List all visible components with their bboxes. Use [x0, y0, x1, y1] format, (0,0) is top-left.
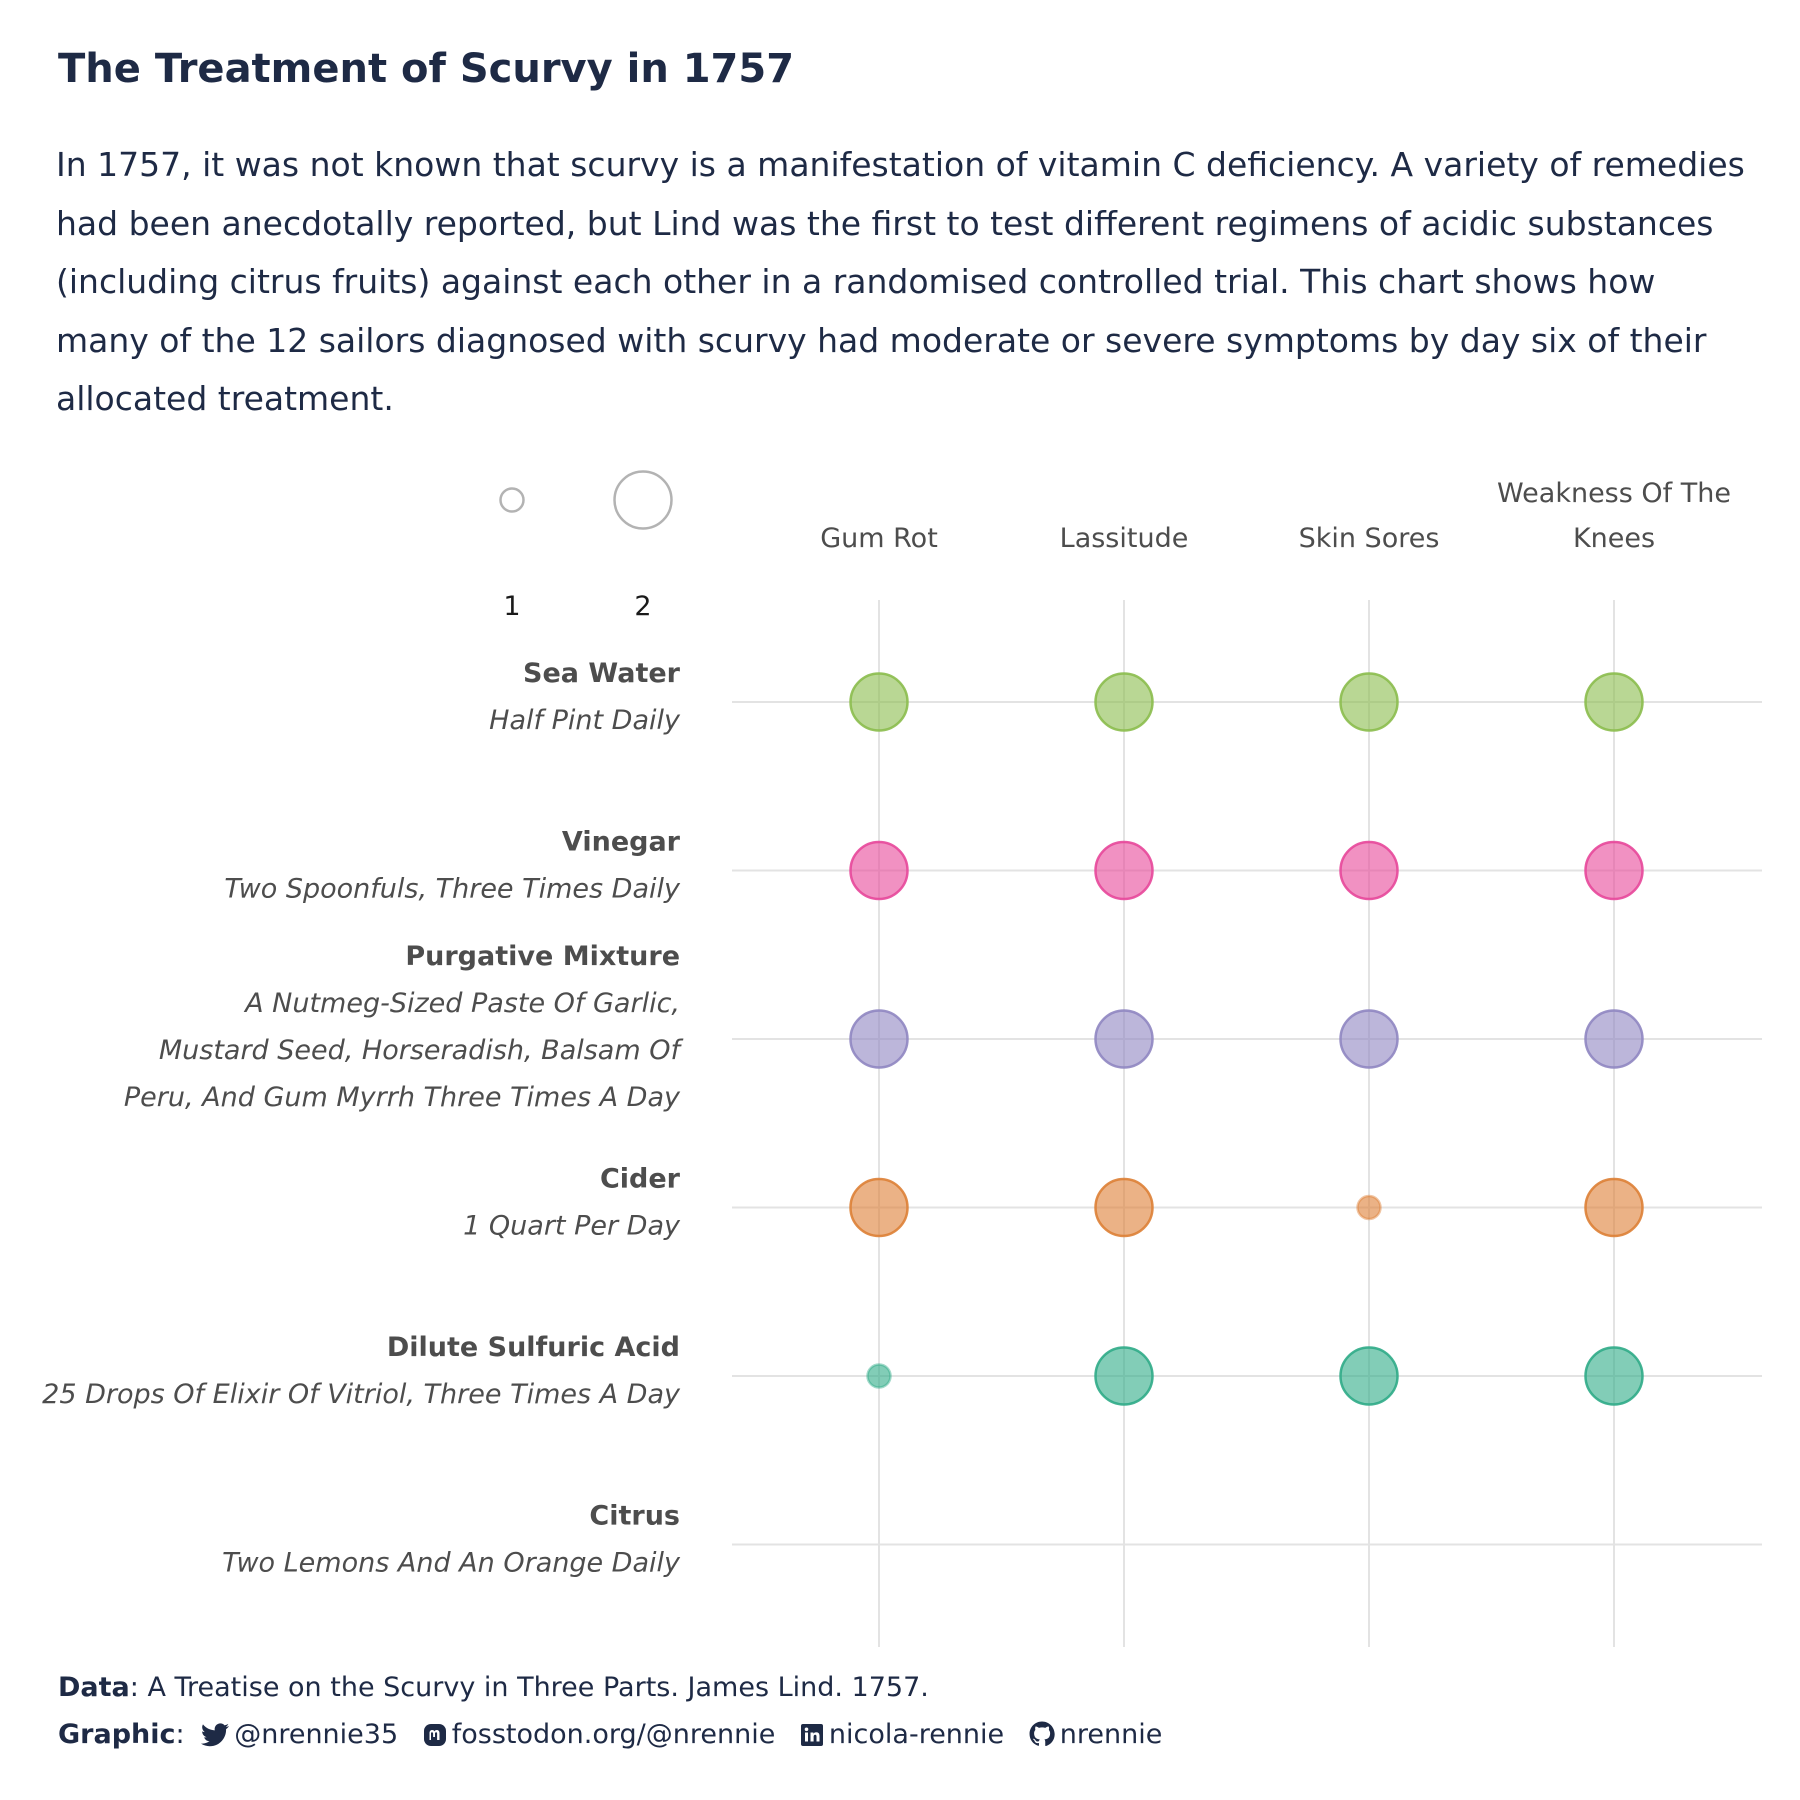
page-subtitle: In 1757, it was not known that scurvy is…	[56, 145, 1745, 418]
symptom-label-lassitude: Lassitude	[1060, 523, 1189, 554]
legend-label-2: 2	[634, 591, 651, 622]
point-sea-water-skin-sores	[1339, 672, 1399, 732]
legend-label-1: 1	[503, 591, 520, 622]
point-cider-skin-sores	[1356, 1194, 1382, 1221]
data-points	[849, 672, 1644, 1406]
github-icon	[1029, 1721, 1055, 1754]
point-cider-weakness-of-the-knees	[1584, 1177, 1644, 1238]
point-cider-gum-rot	[849, 1177, 909, 1238]
treatment-labels: Sea Water Half Pint Daily Vinegar Two Spoon…	[42, 658, 683, 1579]
point-sea-water-weakness-of-the-knees	[1584, 672, 1644, 732]
legend-circle-1	[499, 487, 525, 513]
treatment-name-purgative-mixture: Purgative Mixture	[405, 941, 680, 972]
point-dilute-sulfuric-acid-lassitude	[1094, 1346, 1154, 1406]
symptom-labels: Gum Rot Lassitude Skin Sores Weakness Of Th…	[820, 478, 1731, 554]
data-caption-text: : A Treatise on the Scurvy in Three Part…	[129, 1672, 929, 1703]
treatment-dose-vinegar: Two Spoonfuls, Three Times Daily	[224, 874, 681, 905]
treatment-name-dilute-sulfuric-acid: Dilute Sulfuric Acid	[387, 1332, 680, 1363]
point-purgative-mixture-weakness-of-the-knees	[1584, 1009, 1644, 1069]
page-title: The Treatment of Scurvy in 1757	[58, 46, 795, 92]
treatment-dose-purgative-mixture-line-2: Mustard Seed, Horseradish, Balsam Of	[159, 1035, 684, 1066]
treatment-name-cider: Cider	[600, 1164, 681, 1195]
point-vinegar-lassitude	[1094, 840, 1154, 901]
linkedin-handle[interactable]: nicola-rennie	[828, 1719, 1005, 1750]
treatment-name-sea-water: Sea Water	[523, 658, 681, 689]
point-purgative-mixture-skin-sores	[1339, 1009, 1399, 1069]
symptom-label-gum-rot: Gum Rot	[820, 523, 938, 554]
symptom-label-weakness-of-the-knees-line-1: Weakness Of The	[1497, 478, 1731, 509]
point-dilute-sulfuric-acid-skin-sores	[1339, 1346, 1399, 1406]
treatment-dose-citrus: Two Lemons And An Orange Daily	[222, 1548, 681, 1579]
grid-lines	[732, 600, 1762, 1647]
treatment-name-citrus: Citrus	[589, 1501, 680, 1532]
treatment-dose-sea-water: Half Pint Daily	[489, 705, 681, 736]
point-dilute-sulfuric-acid-weakness-of-the-knees	[1584, 1346, 1644, 1406]
treatment-dose-cider: 1 Quart Per Day	[463, 1211, 681, 1242]
github-handle[interactable]: nrennie	[1059, 1719, 1163, 1750]
point-sea-water-lassitude	[1094, 672, 1154, 732]
graphic-caption-label: Graphic	[58, 1719, 176, 1750]
point-purgative-mixture-gum-rot	[849, 1009, 909, 1069]
treatment-dose-dilute-sulfuric-acid: 25 Drops Of Elixir Of Vitriol, Three Tim…	[42, 1379, 681, 1410]
treatment-dose-purgative-mixture-line-3: Peru, And Gum Myrrh Three Times A Day	[124, 1082, 681, 1113]
point-purgative-mixture-lassitude	[1094, 1009, 1154, 1069]
point-vinegar-weakness-of-the-knees	[1584, 840, 1644, 901]
symptom-label-skin-sores: Skin Sores	[1299, 523, 1440, 554]
point-vinegar-gum-rot	[849, 840, 909, 901]
graphic-caption: Graphic: @nrennie35 fosstodon.org/@nrenn…	[58, 1719, 1162, 1754]
treatment-name-vinegar: Vinegar	[562, 827, 681, 858]
point-sea-water-gum-rot	[849, 672, 909, 732]
mastodon-handle[interactable]: fosstodon.org/@nrennie	[451, 1719, 776, 1750]
symptom-label-weakness-of-the-knees-line-2: Knees	[1573, 523, 1655, 554]
point-cider-lassitude	[1094, 1177, 1154, 1238]
linkedin-icon	[800, 1723, 824, 1754]
mastodon-icon	[423, 1723, 447, 1754]
point-vinegar-skin-sores	[1339, 840, 1399, 901]
data-caption-label: Data	[58, 1672, 130, 1703]
data-caption: Data: A Treatise on the Scurvy in Three …	[58, 1672, 929, 1703]
point-dilute-sulfuric-acid-gum-rot	[866, 1363, 892, 1389]
treatment-dose-purgative-mixture-line-1: A Nutmeg-Sized Paste Of Garlic,	[243, 988, 680, 1019]
twitter-handle[interactable]: @nrennie35	[234, 1719, 399, 1750]
legend-circle-2	[613, 470, 673, 530]
graphic-caption-sep: :	[175, 1719, 185, 1750]
twitter-icon	[201, 1723, 230, 1754]
